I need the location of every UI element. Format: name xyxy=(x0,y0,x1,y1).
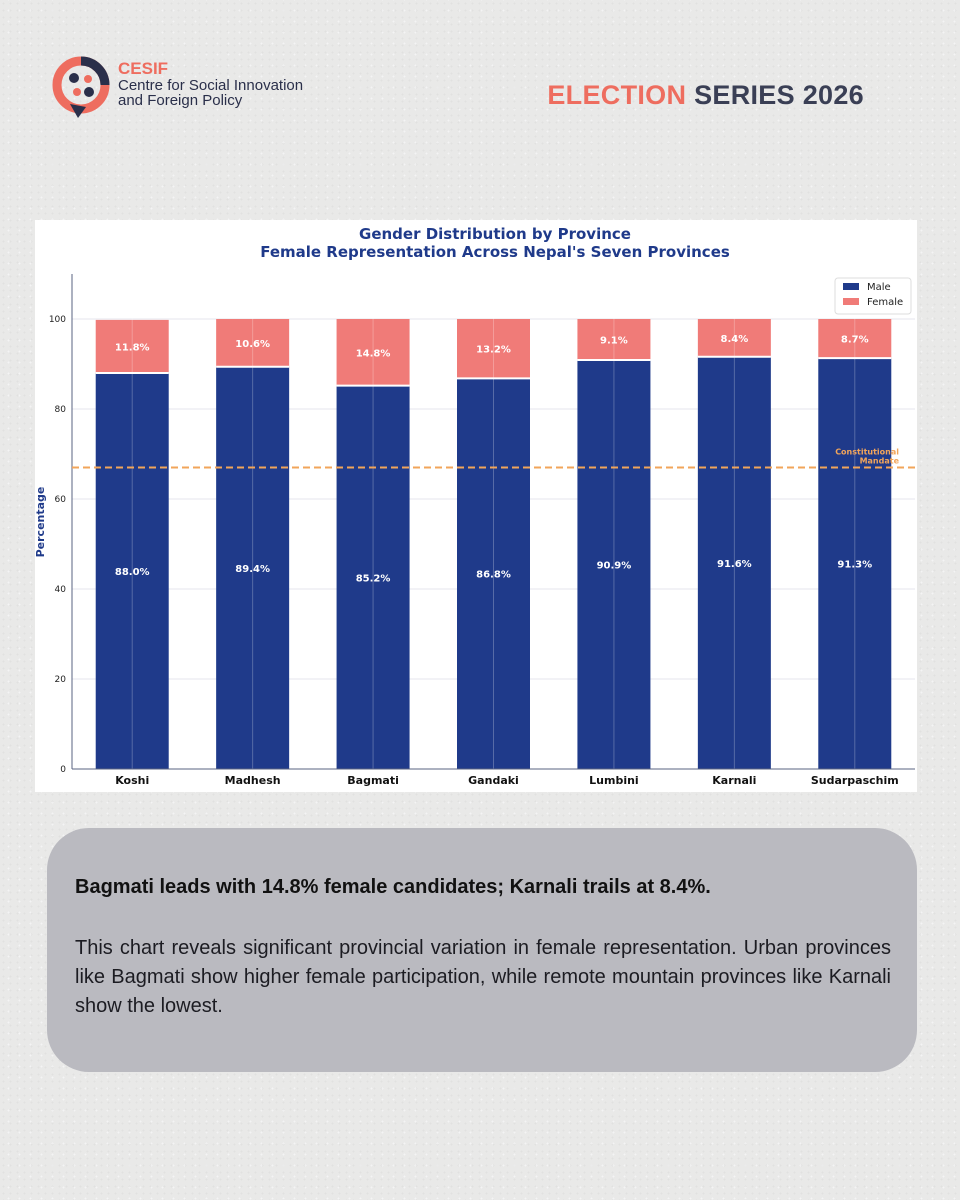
summary-headline: Bagmati leads with 14.8% female candidat… xyxy=(75,876,711,898)
legend-swatch-male xyxy=(843,283,859,290)
cesif-logo xyxy=(52,56,110,118)
x-tick-label: Bagmati xyxy=(347,774,399,787)
bar-male-karnali xyxy=(697,356,771,769)
male-value-label: 90.9% xyxy=(597,560,632,571)
x-tick-label: Gandaki xyxy=(468,774,519,787)
female-value-label: 8.4% xyxy=(720,334,748,345)
y-axis-label: Percentage xyxy=(35,487,47,558)
female-value-label: 10.6% xyxy=(235,339,270,350)
reference-label-line2: Mandate xyxy=(860,457,900,466)
brand-name: CESIF xyxy=(118,59,169,78)
bar-female-madhesh xyxy=(216,319,290,367)
bar-male-koshi xyxy=(95,373,169,769)
chart-panel: Gender Distribution by Province Female Re… xyxy=(35,220,917,792)
brand-line-2: and Foreign Policy xyxy=(118,92,243,109)
bar-male-lumbini xyxy=(577,359,651,769)
bar-female-lumbini xyxy=(577,319,651,360)
y-tick-label: 40 xyxy=(55,585,67,595)
y-tick-label: 80 xyxy=(55,405,67,415)
y-tick-label: 60 xyxy=(55,495,67,505)
bar-female-koshi xyxy=(95,319,169,373)
x-tick-label: Lumbini xyxy=(589,774,639,787)
y-tick-label: 0 xyxy=(60,765,66,775)
male-value-label: 85.2% xyxy=(356,573,391,584)
brand-block: CESIF Centre for Social Innovation and F… xyxy=(118,59,304,109)
reference-label-line1: Constitutional xyxy=(835,448,899,457)
x-tick-label: Madhesh xyxy=(225,774,281,787)
female-value-label: 11.8% xyxy=(115,342,150,353)
bar-male-sudarpaschim xyxy=(818,358,892,769)
female-value-label: 13.2% xyxy=(476,345,511,356)
summary-body: This chart reveals significant provincia… xyxy=(75,937,891,1017)
female-value-label: 8.7% xyxy=(841,335,869,346)
male-value-label: 86.8% xyxy=(476,570,511,581)
legend-label-male: Male xyxy=(867,282,891,293)
header: CESIF Centre for Social Innovation and F… xyxy=(0,0,960,140)
y-tick-label: 20 xyxy=(55,675,67,685)
male-value-label: 91.6% xyxy=(717,559,752,570)
chart-subtitle: Female Representation Across Nepal's Sev… xyxy=(260,243,730,261)
female-value-label: 14.8% xyxy=(356,348,391,359)
x-tick-label: Koshi xyxy=(115,774,149,787)
chart-title: Gender Distribution by Province xyxy=(359,225,631,243)
x-tick-label: Sudarpaschim xyxy=(811,774,899,787)
legend-swatch-female xyxy=(843,298,859,305)
bar-male-madhesh xyxy=(216,366,290,769)
bar-male-bagmati xyxy=(336,385,410,769)
series-highlight: ELECTION xyxy=(547,80,687,110)
male-value-label: 88.0% xyxy=(115,567,150,578)
bar-female-bagmati xyxy=(336,319,410,386)
brand-line-1: Centre for Social Innovation xyxy=(118,77,304,94)
bar-male-gandaki xyxy=(457,378,530,769)
series-title: ELECTION SERIES 2026 xyxy=(547,80,864,111)
summary-card: Bagmati leads with 14.8% female candidat… xyxy=(47,828,917,1072)
female-value-label: 9.1% xyxy=(600,335,628,346)
male-value-label: 89.4% xyxy=(235,564,270,575)
legend-label-female: Female xyxy=(867,297,903,308)
x-tick-label: Karnali xyxy=(712,774,756,787)
male-value-label: 91.3% xyxy=(837,560,872,571)
bar-female-karnali xyxy=(697,319,771,357)
bar-female-gandaki xyxy=(457,319,530,379)
bar-female-sudarpaschim xyxy=(818,319,892,359)
y-tick-label: 100 xyxy=(49,315,66,325)
series-rest: SERIES 2026 xyxy=(694,80,864,110)
